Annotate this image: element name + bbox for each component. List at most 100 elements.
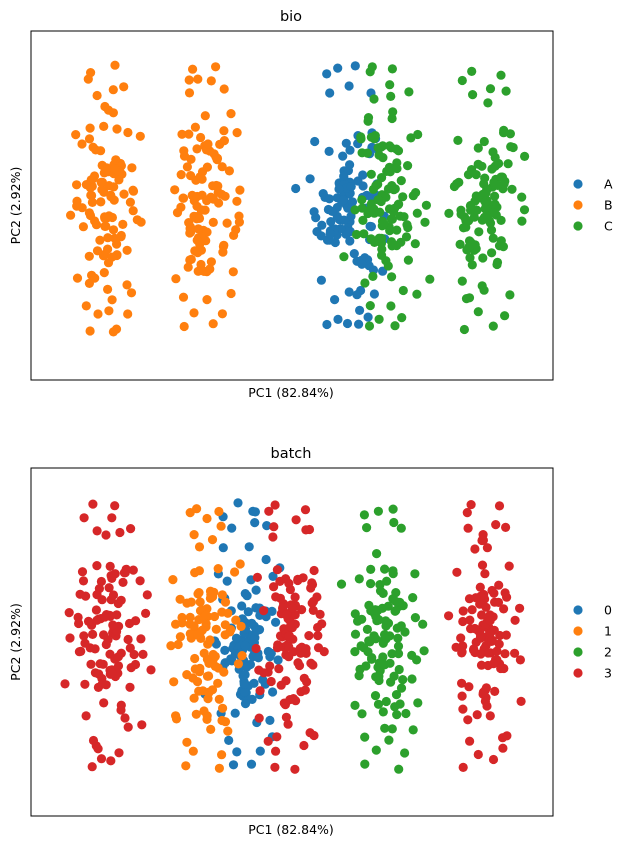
legend-label-B: B bbox=[604, 198, 613, 213]
scatter-point-3 bbox=[266, 676, 276, 687]
scatter-point-0 bbox=[224, 735, 234, 746]
scatter-point-3 bbox=[88, 499, 98, 509]
scatter-point-B bbox=[122, 280, 132, 290]
scatter-point-B bbox=[229, 230, 239, 240]
scatter-point-0 bbox=[251, 585, 261, 595]
scatter-point-C bbox=[364, 205, 374, 216]
scatter-point-3 bbox=[107, 668, 117, 678]
scatter-point-3 bbox=[290, 592, 300, 602]
scatter-point-A bbox=[357, 259, 367, 269]
scatter-point-C bbox=[383, 261, 393, 271]
scatter-point-3 bbox=[252, 572, 262, 583]
scatter-point-B bbox=[212, 155, 222, 165]
scatter-point-3 bbox=[116, 700, 126, 710]
scatter-point-0 bbox=[268, 571, 278, 582]
scatter-point-2 bbox=[360, 759, 370, 769]
scatter-point-2 bbox=[370, 691, 381, 701]
scatter-point-B bbox=[85, 326, 95, 336]
scatter-point-C bbox=[420, 217, 430, 227]
scatter-point-1 bbox=[190, 568, 200, 578]
scatter-point-C bbox=[501, 86, 511, 96]
scatter-point-2 bbox=[410, 569, 420, 579]
scatter-point-3 bbox=[270, 762, 280, 772]
scatter-point-B bbox=[126, 288, 137, 298]
scatter-point-3 bbox=[272, 732, 282, 742]
scatter-point-C bbox=[455, 239, 465, 249]
scatter-point-A bbox=[338, 195, 348, 205]
scatter-point-3 bbox=[293, 575, 303, 586]
scatter-point-1 bbox=[168, 575, 178, 585]
scatter-point-3 bbox=[251, 643, 261, 654]
legend-label-C: C bbox=[604, 219, 613, 234]
scatter-point-3 bbox=[467, 605, 477, 615]
scatter-point-C bbox=[449, 181, 459, 192]
scatter-point-A bbox=[354, 319, 364, 329]
scatter-point-3 bbox=[104, 583, 114, 593]
scatter-point-3 bbox=[477, 610, 487, 620]
scatter-point-3 bbox=[106, 756, 116, 766]
scatter-point-C bbox=[507, 184, 517, 194]
scatter-point-C bbox=[351, 229, 362, 240]
scatter-point-A bbox=[317, 220, 327, 230]
scatter-point-C bbox=[374, 150, 384, 160]
scatter-point-2 bbox=[419, 646, 429, 656]
scatter-point-C bbox=[500, 176, 510, 186]
scatter-point-3 bbox=[452, 567, 462, 577]
scatter-point-3 bbox=[496, 663, 506, 674]
scatter-point-3 bbox=[272, 565, 282, 575]
scatter-point-C bbox=[466, 205, 476, 215]
scatter-point-0 bbox=[268, 687, 278, 697]
scatter-point-3 bbox=[99, 698, 109, 708]
scatter-point-2 bbox=[372, 549, 382, 559]
scatter-point-3 bbox=[499, 604, 509, 614]
scatter-point-2 bbox=[398, 675, 408, 685]
scatter-point-B bbox=[222, 218, 232, 228]
scatter-point-B bbox=[84, 134, 95, 144]
scatter-point-3 bbox=[121, 564, 131, 574]
scatter-point-2 bbox=[407, 674, 417, 684]
scatter-point-C bbox=[365, 301, 375, 311]
legend-label-2: 2 bbox=[604, 645, 612, 660]
scatter-point-B bbox=[172, 208, 183, 218]
scatter-point-1 bbox=[182, 670, 192, 680]
scatter-point-1 bbox=[201, 610, 211, 620]
scatter-point-0 bbox=[240, 589, 250, 599]
scatter-point-1 bbox=[171, 714, 182, 724]
scatter-point-0 bbox=[249, 678, 259, 688]
scatter-point-C bbox=[367, 62, 377, 72]
scatter-point-2 bbox=[350, 609, 360, 619]
scatter-point-C bbox=[505, 290, 515, 300]
scatter-point-B bbox=[192, 235, 202, 245]
scatter-point-3 bbox=[112, 610, 122, 620]
scatter-point-C bbox=[496, 215, 506, 225]
scatter-point-B bbox=[228, 267, 238, 277]
scatter-point-3 bbox=[444, 611, 454, 621]
scatter-point-C bbox=[388, 107, 398, 117]
scatter-point-C bbox=[371, 181, 381, 191]
scatter-point-3 bbox=[79, 513, 89, 523]
scatter-point-3 bbox=[293, 658, 303, 668]
y-axis-label: PC2 (2.92%) bbox=[8, 603, 23, 681]
scatter-point-3 bbox=[516, 696, 526, 707]
scatter-point-2 bbox=[336, 579, 347, 589]
legend-label-3: 3 bbox=[604, 666, 612, 681]
scatter-point-B bbox=[66, 210, 76, 220]
scatter-point-B bbox=[177, 129, 187, 139]
scatter-point-B bbox=[208, 217, 218, 227]
scatter-point-C bbox=[517, 192, 527, 202]
scatter-point-2 bbox=[391, 606, 401, 616]
scatter-point-3 bbox=[285, 695, 295, 705]
scatter-point-B bbox=[218, 247, 228, 257]
scatter-point-3 bbox=[491, 520, 501, 530]
scatter-point-C bbox=[496, 70, 506, 80]
scatter-point-B bbox=[85, 123, 95, 133]
scatter-point-C bbox=[453, 135, 463, 145]
scatter-point-0 bbox=[237, 601, 247, 611]
scatter-point-B bbox=[217, 189, 227, 199]
scatter-point-3 bbox=[259, 606, 269, 616]
scatter-point-B bbox=[226, 109, 236, 119]
scatter-point-3 bbox=[95, 659, 105, 669]
scatter-point-2 bbox=[354, 574, 364, 584]
scatter-point-3 bbox=[259, 668, 269, 678]
x-axis-label: PC1 (82.84%) bbox=[248, 385, 334, 400]
